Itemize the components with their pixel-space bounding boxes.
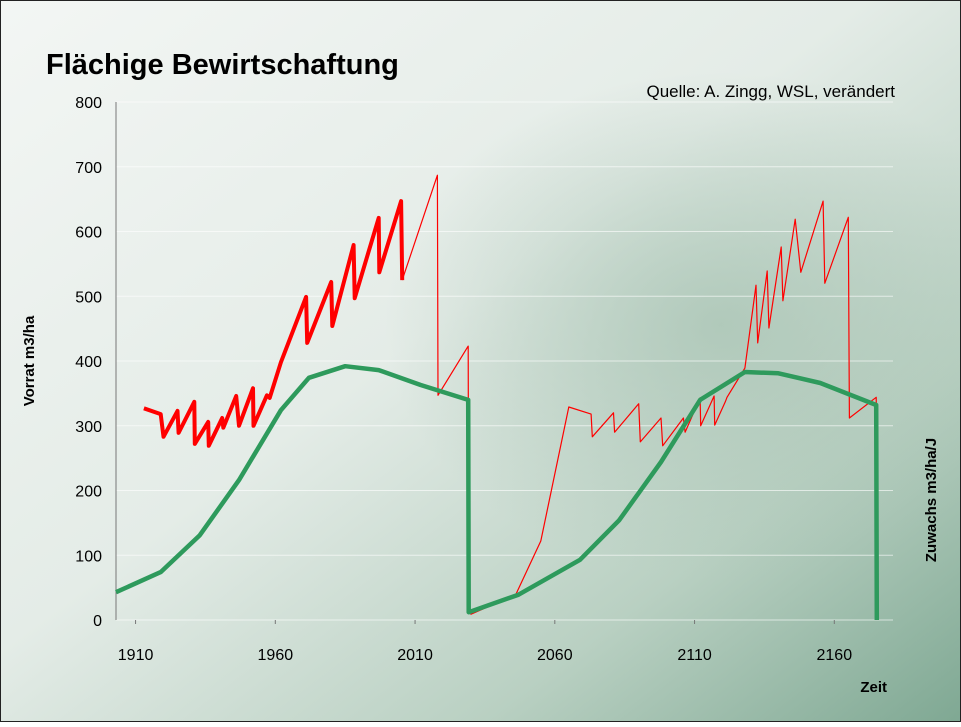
y-tick-label: 300: [75, 419, 102, 436]
x-tick-label: 2110: [677, 647, 712, 664]
x-tick-label: 2160: [817, 647, 853, 664]
y-tick-label: 400: [75, 354, 102, 371]
y-tick-label: 0: [93, 613, 102, 630]
x-tick-label: 1910: [118, 647, 154, 664]
x-tick-label: 1960: [258, 647, 294, 664]
x-tick-label: 2010: [397, 647, 433, 664]
slide: Flächige Bewirtschaftung Quelle: A. Zing…: [0, 0, 961, 722]
y-tick-label: 600: [75, 225, 102, 242]
y-tick-label: 100: [75, 548, 102, 565]
chart-title: Flächige Bewirtschaftung: [46, 49, 399, 81]
x-axis-label: Zeit: [860, 679, 887, 696]
y-axis-label: Vorrat m3/ha: [21, 315, 38, 406]
y-tick-label: 700: [75, 160, 102, 177]
y-tick-label: 800: [75, 95, 102, 112]
y2-axis-label: Zuwachs m3/ha/J: [923, 438, 940, 562]
y-tick-label: 200: [75, 484, 102, 501]
x-tick-label: 2060: [537, 647, 573, 664]
source-note: Quelle: A. Zingg, WSL, verändert: [646, 82, 895, 101]
y-tick-label: 500: [75, 289, 102, 306]
